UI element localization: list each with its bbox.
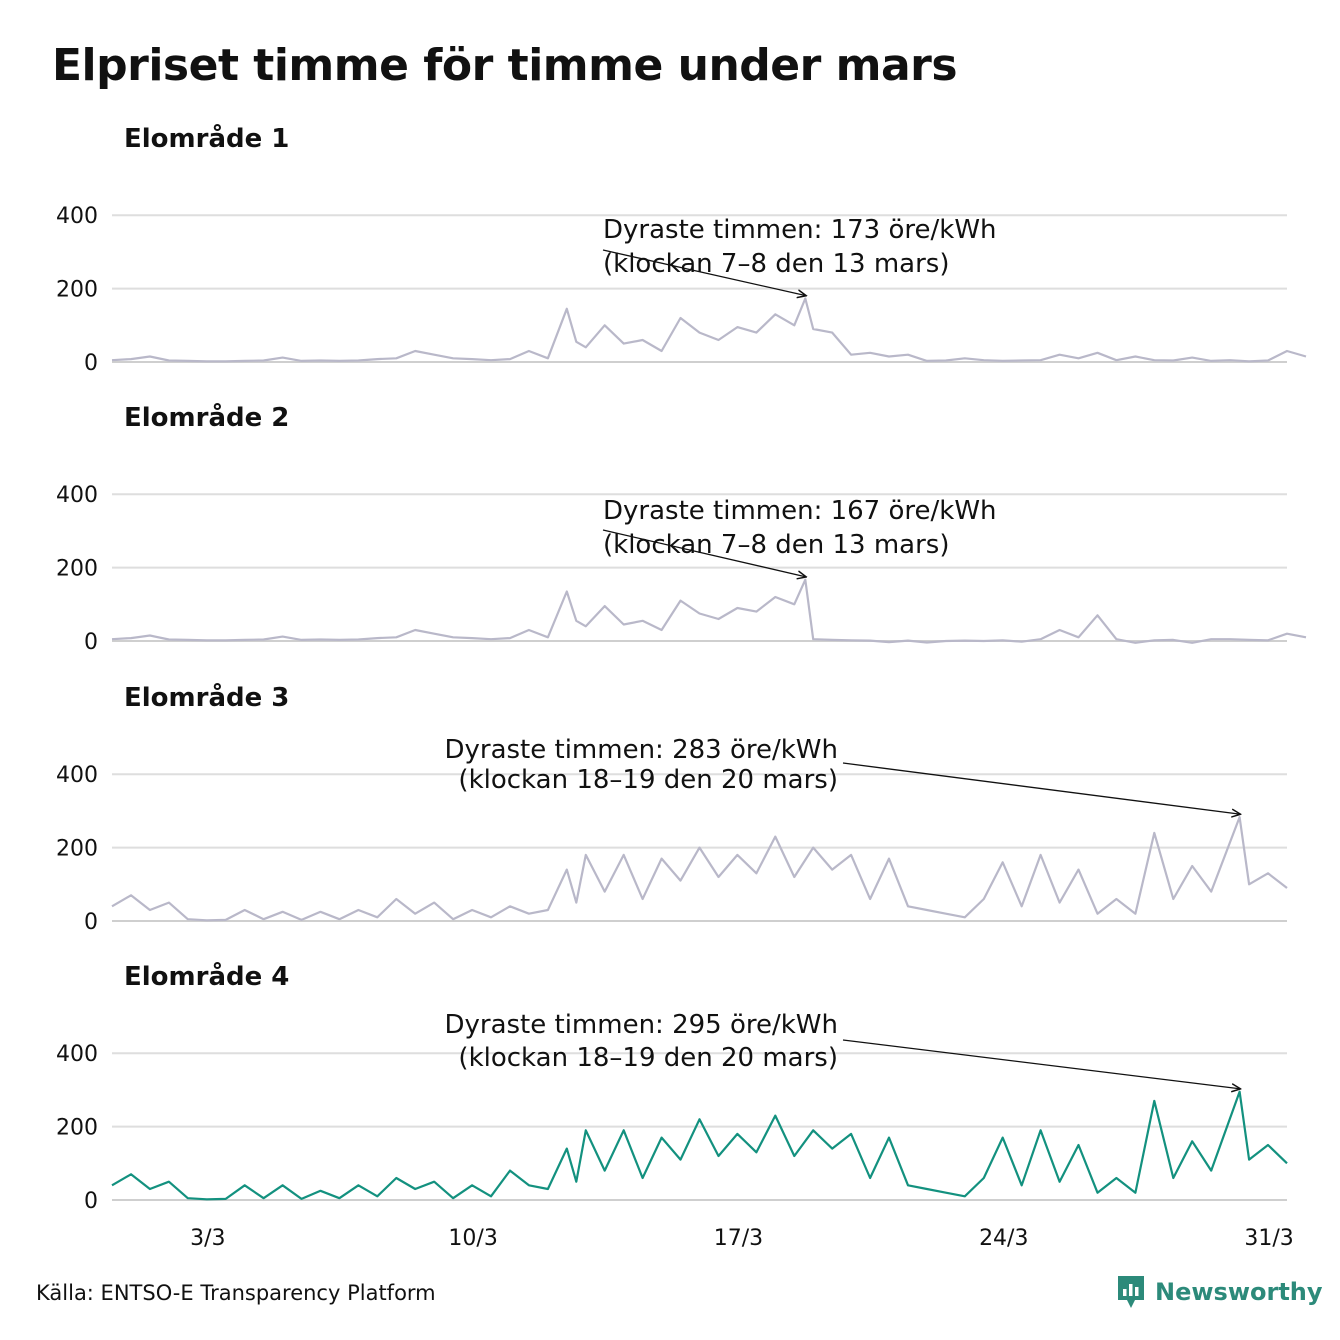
newsworthy-logo-icon: [1118, 1276, 1144, 1308]
x-tick-label: 24/3: [979, 1226, 1028, 1251]
panel-3: Elområde 3 0 200 400 Dyraste timmen: 283 öre…: [56, 681, 1288, 935]
peak-annotation-line2: (klockan 7–8 den 13 mars): [603, 530, 949, 560]
panel-title: Elområde 1: [124, 122, 289, 154]
peak-annotation-line2: (klockan 7–8 den 13 mars): [603, 249, 949, 279]
series-line: [111, 1090, 1288, 1201]
y-tick-label: 400: [56, 763, 98, 788]
series-line: [111, 816, 1288, 922]
peak-arrow: [842, 1039, 1240, 1089]
peak-annotation-line2: (klockan 18–19 den 20 mars): [458, 765, 838, 795]
x-tick-label: 17/3: [714, 1226, 763, 1251]
peak-annotation-line1: Dyraste timmen: 167 öre/kWh: [603, 496, 997, 526]
panel-2: Elområde 2 0 200 400 Dyraste timmen: 167 öre…: [56, 401, 1307, 655]
y-tick-label: 0: [84, 1189, 98, 1214]
panel-title: Elområde 3: [124, 681, 289, 713]
peak-arrow: [842, 762, 1240, 814]
peak-arrow: [602, 529, 805, 577]
brand-logo[interactable]: Newsworthy: [1116, 1274, 1323, 1310]
y-tick-label: 0: [84, 630, 98, 655]
y-tick-label: 0: [84, 351, 98, 376]
peak-annotation-line1: Dyraste timmen: 283 öre/kWh: [444, 735, 838, 765]
peak-annotation-line2: (klockan 18–19 den 20 mars): [458, 1043, 838, 1073]
x-tick-label: 31/3: [1244, 1226, 1293, 1251]
y-tick-label: 200: [56, 837, 98, 862]
chart-title: Elpriset timme för timme under mars: [52, 40, 958, 91]
x-axis: 3/3 10/3 17/3 24/3 31/3: [190, 1226, 1294, 1251]
panel-title: Elområde 2: [124, 401, 289, 433]
brand-name: Newsworthy: [1155, 1278, 1323, 1306]
y-tick-label: 400: [56, 1042, 98, 1067]
panel-4: Elområde 4 0 200 400 Dyraste timmen: 295 öre…: [56, 960, 1288, 1214]
y-tick-label: 0: [84, 910, 98, 935]
y-tick-label: 400: [56, 483, 98, 508]
source-note: Källa: ENTSO-E Transparency Platform: [36, 1281, 436, 1305]
series-line: [111, 578, 1307, 644]
x-tick-label: 10/3: [448, 1226, 497, 1251]
y-tick-label: 200: [56, 278, 98, 303]
peak-annotation-line1: Dyraste timmen: 295 öre/kWh: [444, 1010, 838, 1040]
peak-annotation-line1: Dyraste timmen: 173 öre/kWh: [603, 215, 997, 245]
panel-1: Elområde 1 0 200 400 Dyraste timmen: 173 öre…: [56, 122, 1307, 376]
y-tick-label: 200: [56, 557, 98, 582]
panel-title: Elområde 4: [124, 960, 289, 992]
chart-panels: Elområde 1 0 200 400 Dyraste timmen: 173 öre…: [56, 122, 1307, 1214]
peak-arrow: [602, 249, 805, 296]
series-line: [111, 297, 1307, 363]
x-tick-label: 3/3: [190, 1226, 225, 1251]
y-tick-label: 200: [56, 1116, 98, 1141]
y-tick-label: 400: [56, 204, 98, 229]
